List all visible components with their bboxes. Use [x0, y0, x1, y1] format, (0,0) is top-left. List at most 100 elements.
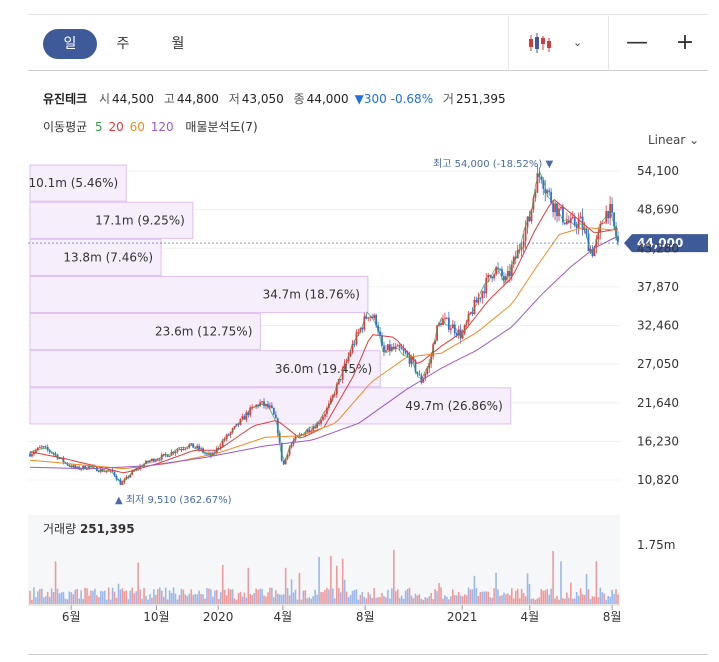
candle: [569, 212, 572, 229]
volume-bar: [520, 588, 523, 604]
candle-body: [365, 316, 368, 319]
candle: [422, 377, 425, 383]
candle-body: [314, 426, 317, 429]
volume-bar: [568, 597, 570, 604]
candle: [154, 458, 157, 463]
zoom-out-button[interactable]: —: [626, 30, 648, 55]
volume-bar: [109, 599, 112, 604]
candle-body: [591, 249, 594, 257]
price-tick-label: 54,100: [637, 164, 679, 178]
candle-body: [263, 401, 265, 407]
volume-bar: [37, 591, 39, 604]
candle-body: [351, 343, 354, 353]
scale-mode-dropdown[interactable]: Linear ⌄: [648, 133, 700, 147]
top-divider: [28, 14, 708, 15]
moving-average-legend[interactable]: 이동평균 5 20 60 120 매물분석도(7): [43, 118, 262, 135]
candle-body: [613, 212, 615, 227]
candle: [259, 399, 261, 407]
volume-bar: [255, 588, 257, 604]
volume-bar: [404, 590, 407, 604]
volume-bar: [481, 591, 484, 604]
volume-bar: [212, 596, 214, 604]
volume-bar: [216, 589, 218, 604]
volume-bar: [560, 561, 562, 604]
volume-bar: [328, 589, 330, 604]
candle-body: [300, 434, 303, 436]
candle: [274, 411, 277, 419]
volume-bar: [467, 587, 470, 604]
volume-bar: [400, 595, 403, 604]
volume-bar: [579, 588, 582, 604]
candle-body: [288, 447, 291, 455]
volume-bar: [571, 598, 574, 604]
candle-body: [93, 466, 96, 468]
candle-body: [538, 173, 541, 178]
volume-bar: [157, 589, 159, 604]
candle-body: [324, 413, 326, 417]
volume-bar: [528, 583, 531, 604]
ma20-legend: 20: [108, 120, 124, 134]
candle: [591, 245, 594, 258]
volume-bar: [335, 565, 338, 604]
candle-body: [251, 407, 254, 409]
candle-body: [550, 191, 553, 203]
candle-body: [495, 267, 497, 275]
volume-bar: [493, 588, 495, 604]
volume-bar: [72, 594, 75, 604]
volume-bar: [192, 594, 195, 604]
candle-body: [270, 405, 273, 408]
volume-profile-bar: [29, 313, 261, 351]
price-tick-label: 10,820: [637, 473, 679, 487]
volume-bar: [62, 592, 65, 604]
volume-bar: [84, 587, 86, 604]
candle-body: [76, 466, 79, 468]
candle-body: [221, 440, 224, 447]
candle-body: [601, 223, 604, 225]
x-tick-label: 10월: [143, 610, 169, 624]
candle: [451, 319, 454, 329]
volume-bar: [617, 594, 619, 604]
candle: [424, 371, 427, 382]
candle-body: [347, 355, 350, 361]
candle-body: [430, 356, 433, 364]
chevron-down-icon: ⌄: [689, 133, 700, 147]
candle: [412, 353, 415, 364]
volume-bar: [233, 598, 236, 604]
volume-bar: [546, 589, 549, 604]
candle: [538, 167, 541, 184]
volume-bar: [522, 593, 525, 604]
period-day-button[interactable]: 일: [43, 29, 97, 59]
volume-bar: [570, 582, 572, 604]
candle-body: [611, 203, 614, 213]
candle: [446, 317, 448, 319]
candlestick-icon[interactable]: [528, 32, 554, 54]
candle: [544, 179, 547, 202]
candle-body: [585, 228, 588, 234]
candle-body: [369, 316, 372, 318]
price-tick-label: 21,640: [637, 396, 679, 410]
candle-body: [341, 368, 344, 380]
volume-bar: [229, 589, 232, 604]
candle: [493, 272, 496, 281]
chevron-down-icon[interactable]: ⌄: [573, 36, 583, 49]
volume-bar: [125, 590, 128, 604]
volume-bar: [282, 594, 285, 604]
candle: [105, 470, 108, 474]
volume-bar: [499, 595, 501, 604]
period-week-button[interactable]: 주: [116, 36, 130, 52]
period-month-button[interactable]: 월: [171, 36, 185, 52]
candle: [552, 200, 555, 218]
volume-bar: [273, 597, 275, 604]
candle-body: [339, 378, 342, 380]
candle-body: [451, 324, 454, 329]
volume-bar: [196, 594, 198, 604]
volume-bar: [607, 595, 609, 604]
candle-body: [180, 449, 183, 451]
candle-body: [387, 344, 389, 351]
volume-bar: [253, 593, 255, 604]
zoom-in-button[interactable]: +: [675, 30, 695, 55]
volume-bar: [76, 588, 78, 604]
volume-bar: [414, 593, 417, 604]
volume-bar: [351, 590, 354, 604]
